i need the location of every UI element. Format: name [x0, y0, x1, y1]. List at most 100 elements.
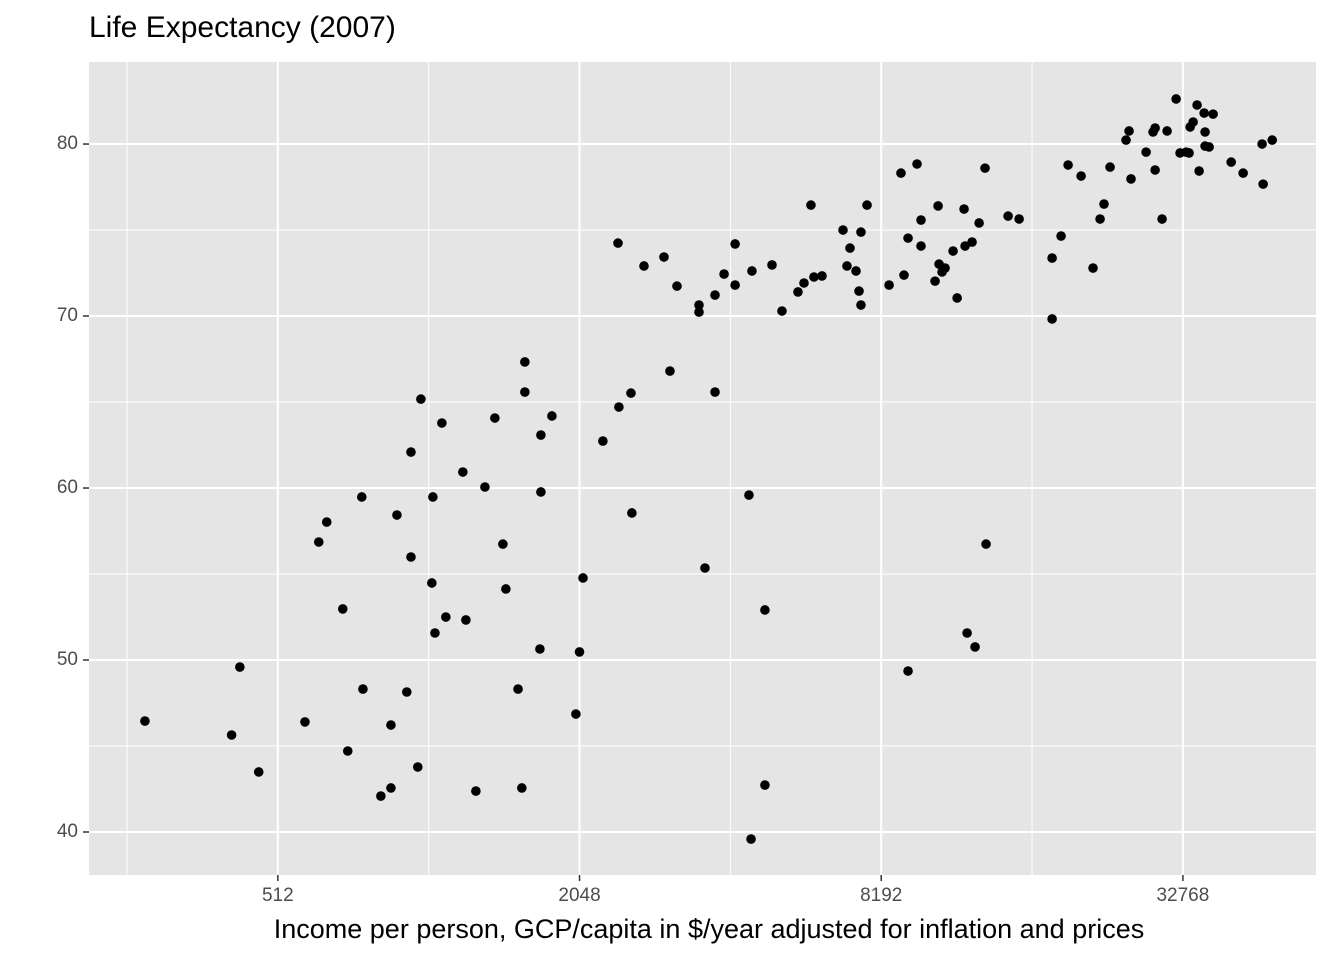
point [659, 252, 669, 262]
point [967, 237, 977, 247]
point [974, 218, 984, 228]
point [1099, 199, 1109, 209]
point [342, 746, 353, 756]
point [437, 418, 447, 428]
point [1076, 171, 1086, 181]
point [1014, 214, 1024, 224]
point [744, 490, 754, 500]
point [480, 482, 490, 492]
point [458, 467, 468, 477]
point [613, 238, 623, 248]
y-tick-label: 60 [57, 477, 78, 498]
point [412, 762, 423, 772]
point [700, 563, 710, 573]
point [1257, 139, 1267, 149]
point [1141, 147, 1151, 157]
point [376, 791, 386, 801]
point [1121, 135, 1131, 145]
point [520, 387, 530, 397]
point [547, 411, 557, 421]
y-tick-label: 80 [57, 133, 78, 154]
point [856, 227, 866, 237]
point [710, 290, 720, 300]
point [1150, 123, 1160, 133]
point [626, 388, 636, 398]
point [490, 413, 500, 423]
point [1124, 126, 1134, 136]
point [930, 276, 940, 286]
point [842, 261, 852, 271]
x-axis-label: Income per person, GCP/capita in $/year … [274, 914, 1144, 944]
point [981, 539, 991, 549]
plot-background [89, 62, 1316, 875]
point [980, 163, 990, 173]
point [513, 684, 523, 694]
point [536, 487, 546, 497]
point [571, 709, 581, 719]
point [730, 280, 740, 290]
x-tick-label: 32768 [1156, 885, 1209, 906]
x-tick-label: 8192 [860, 885, 902, 906]
point [899, 270, 909, 280]
point [959, 204, 969, 214]
point [386, 783, 396, 793]
point [916, 215, 926, 225]
point [1194, 166, 1204, 176]
point [1184, 148, 1194, 158]
point [614, 402, 624, 412]
point [536, 430, 546, 440]
point [970, 642, 980, 652]
point [817, 271, 827, 281]
point [598, 436, 608, 446]
point [694, 300, 704, 310]
point [903, 233, 913, 243]
y-tick-label: 40 [57, 821, 78, 842]
point [517, 783, 527, 793]
point [471, 786, 481, 796]
point [777, 306, 787, 316]
point [799, 278, 809, 288]
point [948, 246, 958, 256]
point [337, 604, 348, 614]
point [912, 159, 922, 169]
point [501, 584, 511, 594]
point [1063, 160, 1073, 170]
point [760, 780, 770, 790]
point [952, 293, 962, 303]
point [235, 662, 245, 672]
point [845, 243, 855, 253]
point [896, 168, 906, 178]
point [406, 552, 416, 562]
point [535, 644, 545, 654]
point [578, 573, 588, 583]
point [498, 539, 508, 549]
point [1188, 117, 1198, 127]
x-tick-label: 512 [262, 885, 294, 906]
point [226, 730, 237, 740]
point [960, 241, 970, 251]
point [903, 666, 913, 676]
point [746, 834, 756, 844]
chart-title: Life Expectancy (2007) [89, 11, 396, 44]
point [916, 241, 926, 251]
point [809, 272, 819, 282]
point [1199, 108, 1209, 118]
point [358, 684, 368, 694]
point [694, 307, 704, 317]
point [884, 280, 894, 290]
point [1192, 100, 1202, 110]
point [1047, 253, 1057, 263]
point [416, 394, 426, 404]
point [356, 492, 367, 502]
point [1088, 263, 1098, 273]
point [1047, 314, 1057, 324]
point [313, 537, 324, 547]
x-tick-label: 2048 [558, 885, 600, 906]
point [253, 767, 264, 777]
point [574, 647, 585, 657]
point [406, 447, 416, 457]
point [427, 578, 437, 588]
point [838, 225, 848, 235]
point [300, 717, 310, 727]
